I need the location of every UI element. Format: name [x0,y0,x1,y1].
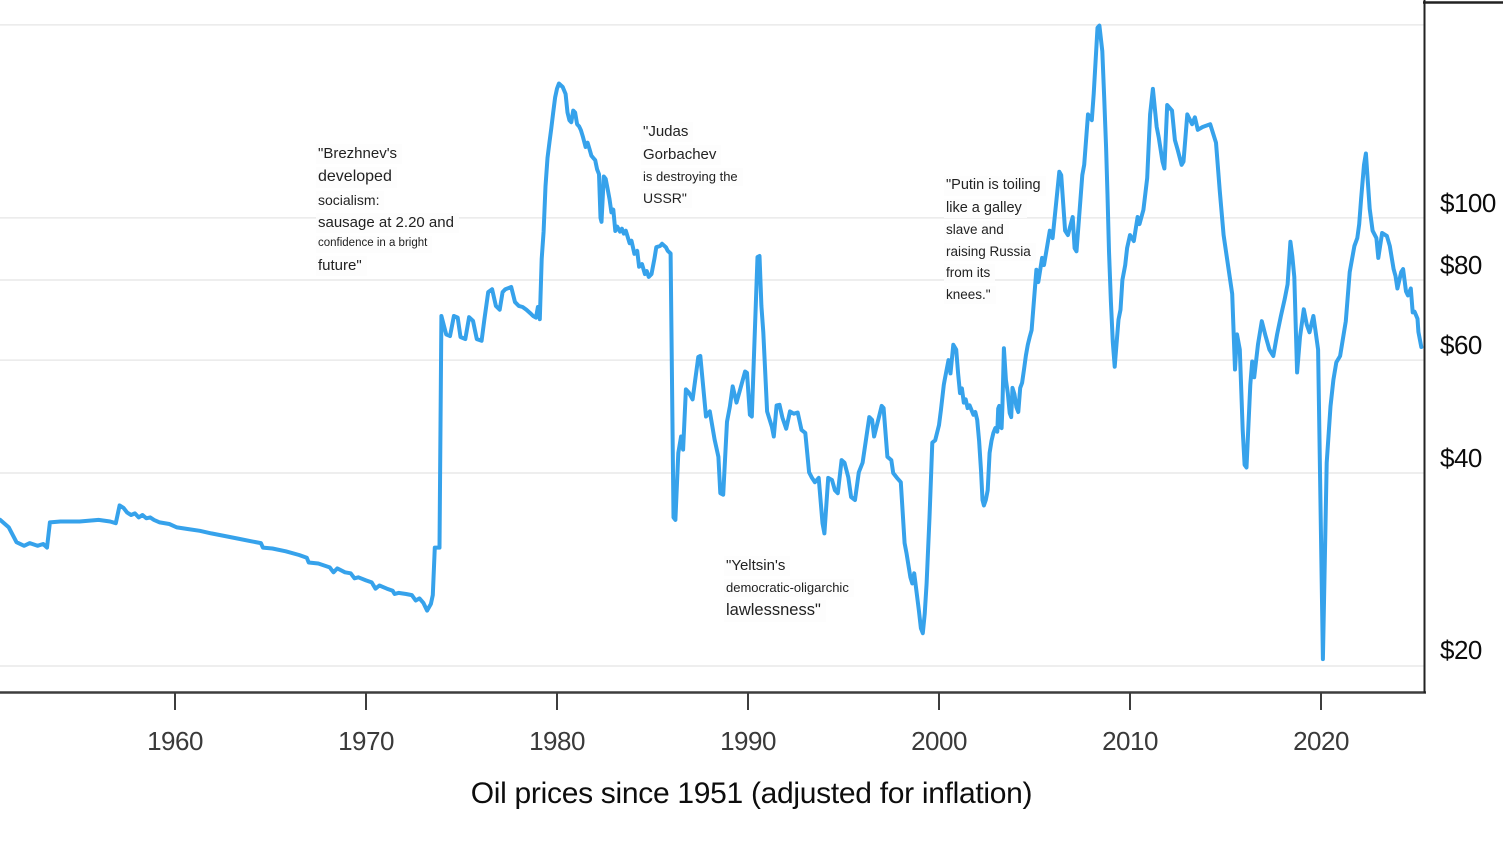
y-gridlines [0,24,1424,667]
y-tick-label-40: $40 [1440,443,1482,473]
annotation-line: USSR" [641,189,692,208]
annotation-line: "Yeltsin's [724,556,791,576]
annotation-brezhnev: "Brezhnev's developed socialism: sausage… [316,144,459,279]
annotation-line: is destroying the [641,168,743,186]
x-tick-label-1990: 1990 [720,726,776,756]
annotation-line: raising Russia [944,242,1036,261]
annotation-line: Gorbachev [641,145,722,165]
annotation-line: "Judas [641,122,694,142]
annotation-gorbachev: "Judas Gorbachev is destroying the USSR" [641,122,743,211]
annotation-line: confidence in a bright [316,236,433,253]
x-tick-label-1970: 1970 [338,726,394,756]
annotation-line: lawlessness" [724,600,826,622]
annotation-line: democratic-oligarchic [724,579,854,597]
annotation-line: knees." [944,285,996,304]
x-tick-label-2020: 2020 [1293,726,1349,756]
y-tick-label-60: $60 [1440,330,1482,360]
chart-title: Oil prices since 1951 (adjusted for infl… [470,777,1033,810]
y-tick-label-80: $80 [1440,250,1482,280]
annotation-line: slave and [944,221,1009,240]
annotation-line: sausage at 2.20 and [316,213,459,233]
x-tick-label-1960: 1960 [147,726,203,756]
annotation-line: socialism: [316,191,385,210]
annotation-yeltsin: "Yeltsin's democratic-oligarchic lawless… [724,556,854,625]
y-tick-label-100: $100 [1440,188,1496,218]
x-axis-tick-marks [174,693,1322,710]
annotation-line: like a galley [944,198,1027,218]
annotation-line: from its [944,264,996,283]
x-tick-label-2000: 2000 [911,726,967,756]
y-tick-label-20: $20 [1440,635,1482,665]
annotation-line: "Brezhnev's [316,144,403,164]
x-tick-label-2010: 2010 [1102,726,1158,756]
oil-price-line-series [0,23,1424,662]
annotation-putin: "Putin is toiling like a galley slave an… [944,176,1046,307]
annotation-line: future" [316,255,367,276]
annotation-line: developed [316,167,397,188]
annotation-line: "Putin is toiling [944,176,1046,196]
x-tick-label-1980: 1980 [529,726,585,756]
